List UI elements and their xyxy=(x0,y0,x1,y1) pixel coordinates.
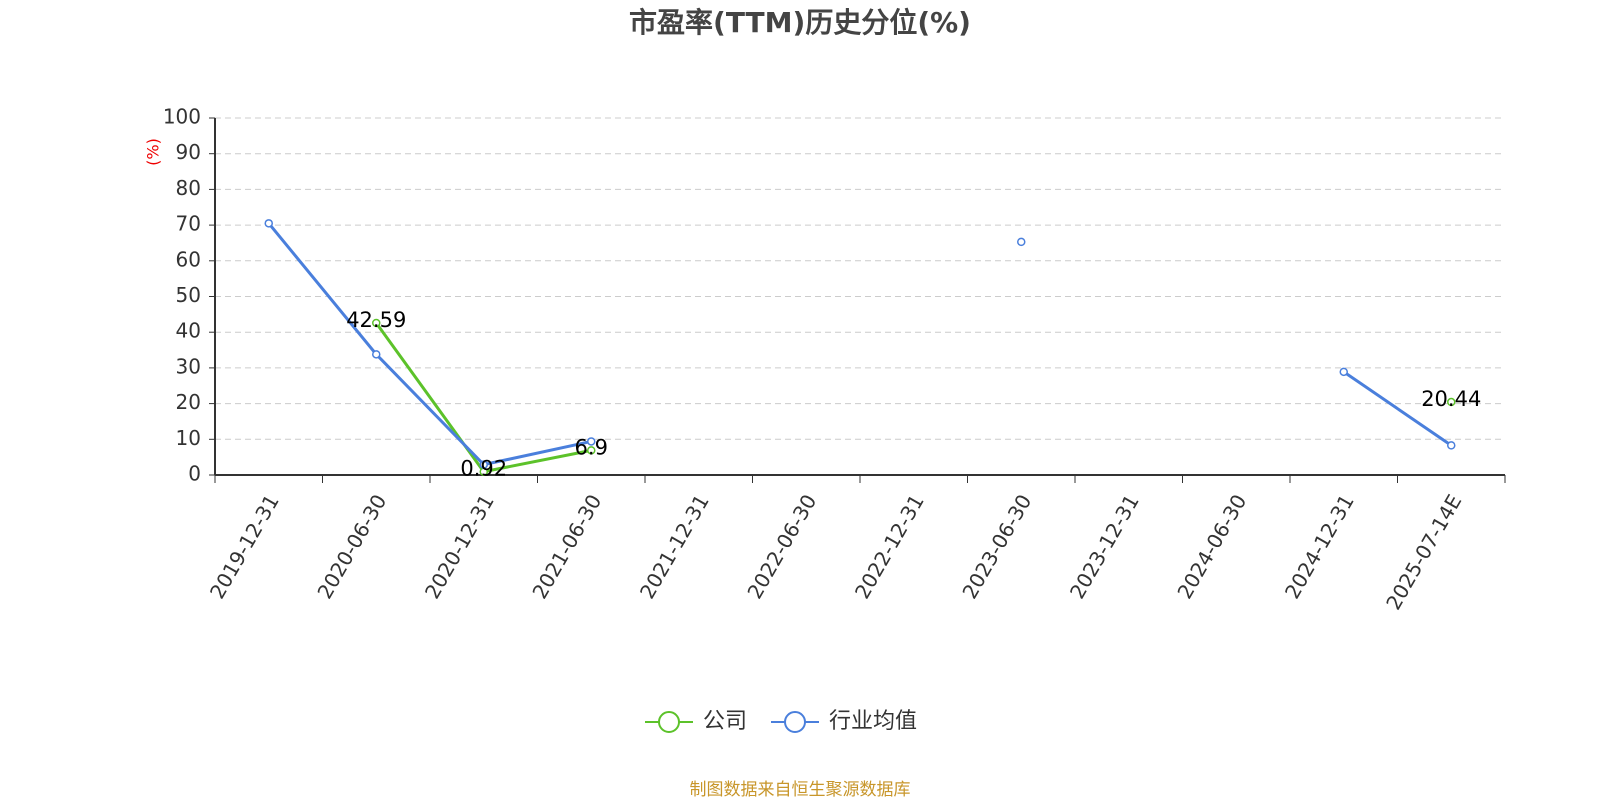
y-tick-label: 60 xyxy=(176,247,201,271)
point xyxy=(372,350,381,359)
point xyxy=(587,446,596,455)
data-label: 42.59 xyxy=(346,308,406,332)
x-tick-label: 2020-06-30 xyxy=(312,490,391,603)
point xyxy=(1017,237,1026,247)
series-line xyxy=(376,323,1451,472)
x-tick-label: 2020-12-31 xyxy=(420,490,499,603)
point xyxy=(1447,441,1456,450)
x-tick-label: 2024-12-31 xyxy=(1280,490,1359,603)
point xyxy=(587,437,596,446)
x-tick-label: 2025-07-14E xyxy=(1381,490,1466,614)
source-note: 制图数据来自恒生聚源数据库 xyxy=(690,780,911,800)
point xyxy=(264,219,273,228)
y-tick-label: 50 xyxy=(176,283,201,307)
y-tick-label: 40 xyxy=(176,319,201,343)
legend-marker xyxy=(784,711,806,733)
y-tick-label: 0 xyxy=(188,462,201,486)
x-tick-label: 2024-06-30 xyxy=(1172,490,1251,603)
y-tick-label: 100 xyxy=(163,105,201,129)
x-tick-label: 2022-12-31 xyxy=(850,490,929,603)
y-tick-label: 30 xyxy=(176,354,201,378)
point xyxy=(1339,367,1348,377)
point xyxy=(1447,397,1456,407)
data-label: 6.9 xyxy=(575,435,608,459)
legend-label: 公司 xyxy=(703,709,747,734)
legend-marker xyxy=(658,711,680,733)
x-tick-label: 2021-06-30 xyxy=(527,490,606,603)
x-tick-label: 2023-06-30 xyxy=(957,490,1036,603)
x-tick-label: 2021-12-31 xyxy=(635,490,714,603)
series-line xyxy=(267,222,1453,467)
y-tick-label: 90 xyxy=(176,140,201,164)
point xyxy=(372,318,381,328)
legend-label: 行业均值 xyxy=(829,709,917,734)
point xyxy=(479,460,488,469)
chart-title: 市盈率(TTM)历史分位(%) xyxy=(629,6,971,39)
x-tick-label: 2019-12-31 xyxy=(205,490,284,603)
x-tick-label: 2023-12-31 xyxy=(1065,490,1144,603)
y-tick-label: 80 xyxy=(176,176,201,200)
y-tick-label: 10 xyxy=(176,426,201,450)
x-tick-label: 2022-06-30 xyxy=(742,490,821,603)
y-tick-label: 70 xyxy=(176,212,201,236)
data-label: 20.44 xyxy=(1421,387,1481,411)
y-axis-label: (%) xyxy=(144,138,163,166)
y-tick-label: 20 xyxy=(176,390,201,414)
data-label: 0.92 xyxy=(460,457,507,481)
